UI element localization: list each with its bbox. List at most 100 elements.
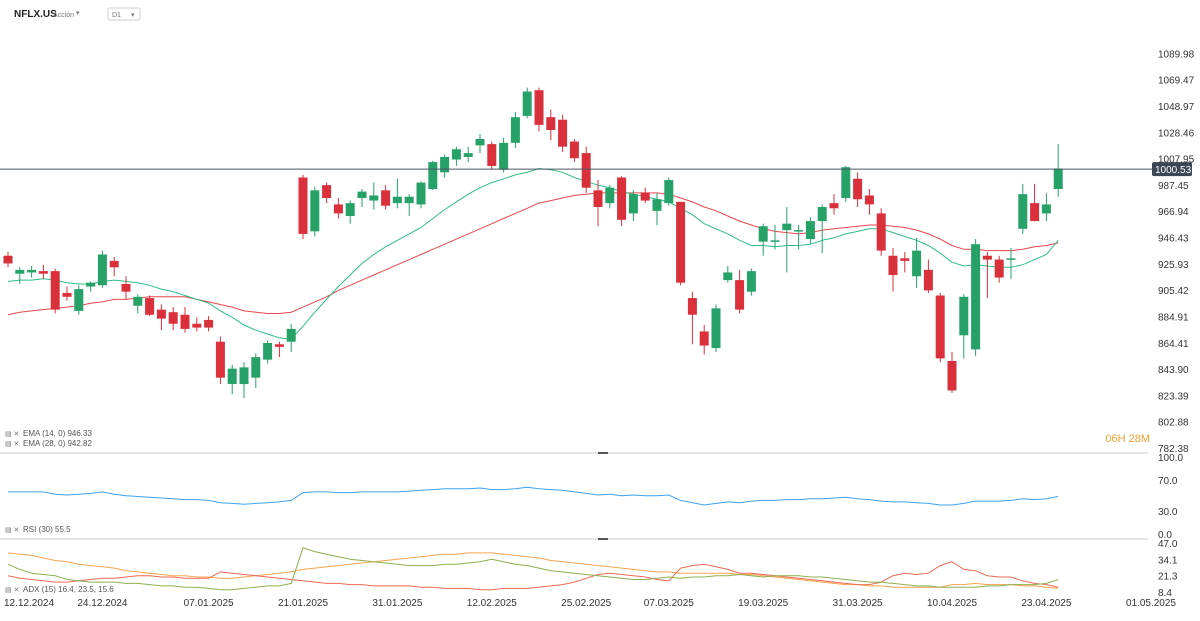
candle-body xyxy=(546,117,556,131)
candle-body xyxy=(145,298,155,315)
candle xyxy=(322,182,332,204)
candle xyxy=(15,267,25,284)
rsi-settings-icon[interactable]: ▤ ✕ xyxy=(5,527,19,534)
rsi-tick-label: 70.0 xyxy=(1158,476,1178,487)
candle-body xyxy=(841,167,851,199)
date-tick-label: 12.02.2025 xyxy=(467,598,517,609)
last-price-label: 1000.53 xyxy=(1155,165,1192,176)
candle xyxy=(121,276,131,300)
candle-body xyxy=(569,141,579,159)
candle xyxy=(876,208,886,256)
rsi-tick-label: 100.0 xyxy=(1158,453,1183,464)
candle-body xyxy=(558,119,568,147)
candle-body xyxy=(912,250,922,277)
ema14-legend[interactable]: ▤ ✕ EMA (14, 0) 946.33 xyxy=(5,429,92,438)
candle-body xyxy=(499,142,509,170)
candle xyxy=(487,141,497,170)
candle xyxy=(86,281,96,292)
price-tick-label: 966.94 xyxy=(1158,207,1189,218)
candle xyxy=(971,239,981,356)
candle xyxy=(440,154,450,178)
candle xyxy=(357,189,367,207)
candle xyxy=(204,316,214,332)
candle xyxy=(534,87,544,132)
candle-body xyxy=(133,296,143,306)
candle xyxy=(982,251,992,299)
candle-body xyxy=(1006,258,1016,260)
candle-body xyxy=(369,195,379,201)
candle-body xyxy=(109,260,119,268)
candle-body xyxy=(758,226,768,242)
candle-body xyxy=(817,206,827,222)
price-tick-label: 1007.95 xyxy=(1158,155,1195,166)
candle xyxy=(1041,192,1051,222)
candle xyxy=(569,138,579,163)
adx-legend[interactable]: ▤ ✕ ADX (15) 16.4, 23.5, 15.6 xyxy=(5,585,114,594)
candle xyxy=(463,146,473,163)
candle-body xyxy=(215,341,225,378)
adx-settings-icon[interactable]: ▤ ✕ xyxy=(5,587,19,594)
candle-body xyxy=(86,282,96,287)
candle xyxy=(298,174,308,240)
date-tick-label: 10.04.2025 xyxy=(927,598,977,609)
ema14-legend-label: EMA (14, 0) 946.33 xyxy=(23,429,92,438)
ema14-settings-icon[interactable]: ▤ ✕ xyxy=(5,431,19,438)
candle xyxy=(676,201,686,286)
candle-body xyxy=(97,254,107,286)
candle-body xyxy=(628,194,638,214)
adx-tick-label: 47.0 xyxy=(1158,539,1178,550)
ema28-settings-icon[interactable]: ▤ ✕ xyxy=(5,441,19,448)
candle-body xyxy=(853,178,863,200)
candle xyxy=(345,200,355,224)
candle xyxy=(723,266,733,283)
price-tick-label: 823.39 xyxy=(1158,391,1189,402)
candle-body xyxy=(711,308,721,349)
candle xyxy=(274,341,284,358)
ema28-legend[interactable]: ▤ ✕ EMA (28, 0) 942.82 xyxy=(5,439,92,448)
rsi-tick-label: 30.0 xyxy=(1158,507,1178,518)
price-tick-label: 884.91 xyxy=(1158,312,1189,323)
candle xyxy=(900,251,910,273)
candle xyxy=(74,285,84,315)
candle-body xyxy=(959,296,969,336)
symbol-chevron-down-icon[interactable]: ▾ xyxy=(76,10,80,17)
candle-body xyxy=(900,258,910,261)
candle-body xyxy=(168,312,178,324)
candle xyxy=(475,133,485,154)
candle xyxy=(510,112,520,148)
candle xyxy=(3,251,13,268)
timeframe-select[interactable]: D1 ▾ xyxy=(107,7,141,21)
candle xyxy=(251,353,261,388)
candle-body xyxy=(971,244,981,350)
date-tick-label: 31.01.2025 xyxy=(372,598,422,609)
ema28-legend-label: EMA (28, 0) 942.82 xyxy=(23,439,92,448)
candle xyxy=(1053,144,1063,197)
candle xyxy=(912,237,922,288)
candle xyxy=(841,165,851,202)
rsi-legend[interactable]: ▤ ✕ RSI (30) 55.5 xyxy=(5,525,71,534)
candle xyxy=(109,257,119,277)
price-tick-label: 987.45 xyxy=(1158,181,1189,192)
candle xyxy=(62,286,72,301)
candle-body xyxy=(487,144,497,166)
candle xyxy=(263,340,273,364)
candle xyxy=(605,185,615,209)
candle xyxy=(156,304,166,331)
candle xyxy=(50,268,60,314)
adx-tick-label: 34.1 xyxy=(1158,555,1178,566)
candle-body xyxy=(864,195,874,205)
candle-body xyxy=(888,255,898,275)
candle xyxy=(687,291,697,345)
candle-body xyxy=(381,190,391,206)
price-tick-label: 1089.98 xyxy=(1158,49,1195,60)
instrument-type-label: Acción xyxy=(53,12,74,19)
candle-body xyxy=(404,196,414,204)
candle-body xyxy=(982,255,992,260)
price-tick-label: 1069.47 xyxy=(1158,76,1195,87)
candle xyxy=(923,259,933,293)
symbol-label[interactable]: NFLX.US xyxy=(14,9,57,20)
candle xyxy=(935,292,945,363)
candle xyxy=(1030,183,1040,222)
candle-body xyxy=(310,190,320,232)
